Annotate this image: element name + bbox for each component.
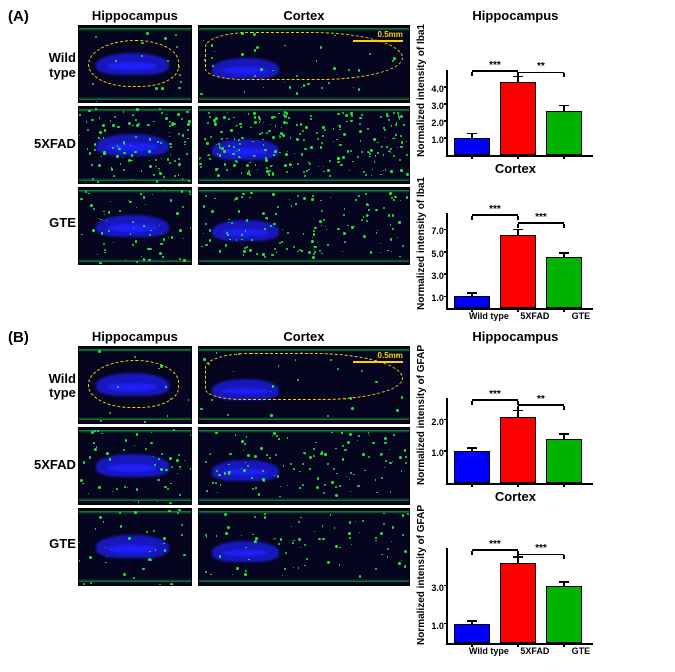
significance-label: ** <box>537 394 545 405</box>
panel-label: (A) <box>8 8 34 25</box>
bar <box>546 586 582 643</box>
significance-label: ** <box>537 61 545 72</box>
micrograph <box>78 508 192 586</box>
roi-outline <box>88 360 180 408</box>
micrograph <box>198 508 410 586</box>
bar <box>500 563 536 643</box>
micrograph <box>198 427 410 505</box>
xtick-label: GTE <box>558 311 604 321</box>
xtick-label: 5XFAD <box>512 646 558 656</box>
chart-plot-area: ***** <box>446 70 593 157</box>
xtick-label: Wild type <box>466 646 512 656</box>
bar <box>546 439 582 483</box>
chart-ylabel: Normalized intensity of Iba1 <box>416 177 427 310</box>
scalebar: 0.5mm <box>353 30 403 42</box>
chart-title: Hippocampus <box>472 8 558 23</box>
row-label: 5XFAD <box>34 426 76 505</box>
bar <box>454 138 490 155</box>
significance-label: *** <box>535 212 547 223</box>
micrograph: 0.5mm <box>198 25 410 103</box>
xtick-label: Wild type <box>466 311 512 321</box>
row-label: GTE <box>34 505 76 584</box>
significance-label: *** <box>489 204 501 215</box>
ytick-label: 5.0 <box>431 249 444 259</box>
bar <box>500 235 536 308</box>
chart-title: Hippocampus <box>472 329 558 344</box>
roi-outline <box>88 40 180 88</box>
scalebar-text: 0.5mm <box>378 351 403 360</box>
chart-ylabel: Normalized intensity of GFAP <box>416 345 427 485</box>
bar <box>454 296 490 307</box>
chart-plot-area: ***** <box>446 398 593 485</box>
column-header: Cortex <box>198 8 410 23</box>
ytick-label: 1.0 <box>431 293 444 303</box>
xtick-label: GTE <box>558 646 604 656</box>
significance-label: *** <box>489 60 501 71</box>
ytick-label: 2.0 <box>431 118 444 128</box>
bar-chart: Hippocampus Normalized intensity of GFAP 1… <box>416 329 615 485</box>
panel-label: (B) <box>8 329 34 346</box>
bar <box>500 82 536 155</box>
ytick-label: 3.0 <box>431 271 444 281</box>
bar <box>546 111 582 155</box>
figure-panel-A: (A)Wildtype5XFADGTEHippocampusCortex0.5m… <box>8 8 667 321</box>
chart-plot-area: ****** <box>446 548 593 645</box>
xtick-label: 5XFAD <box>512 311 558 321</box>
ytick-label: 3.0 <box>431 101 444 111</box>
bar-chart: Cortex Normalized intensity of GFAP 1.0 3.0… <box>416 489 615 656</box>
chart-ylabel: Normalized intensity of Iba1 <box>416 24 427 157</box>
row-label: Wildtype <box>34 26 76 105</box>
micrograph <box>78 25 192 103</box>
micrograph <box>78 346 192 424</box>
row-label: Wildtype <box>34 347 76 426</box>
ytick-label: 1.0 <box>431 448 444 458</box>
chart-plot-area: ****** <box>446 213 593 310</box>
ytick-label: 1.0 <box>431 135 444 145</box>
micrograph <box>78 427 192 505</box>
ytick-label: 2.0 <box>431 417 444 427</box>
ytick-label: 3.0 <box>431 583 444 593</box>
column-header: Hippocampus <box>78 329 192 344</box>
column-header: Cortex <box>198 329 410 344</box>
row-label: GTE <box>34 184 76 263</box>
chart-ylabel: Normalized intensity of GFAP <box>416 505 427 645</box>
figure-panel-B: (B)Wildtype5XFADGTEHippocampusCortex0.5m… <box>8 329 667 656</box>
significance-label: *** <box>535 543 547 554</box>
scalebar: 0.5mm <box>353 351 403 363</box>
ytick-label: 7.0 <box>431 226 444 236</box>
micrograph <box>198 106 410 184</box>
bar-chart: Hippocampus Normalized intensity of Iba1 1… <box>416 8 615 157</box>
bar <box>454 624 490 643</box>
bar <box>546 257 582 307</box>
bar <box>454 451 490 482</box>
ytick-label: 4.0 <box>431 84 444 94</box>
micrograph: 0.5mm <box>198 346 410 424</box>
scalebar-text: 0.5mm <box>378 30 403 39</box>
ytick-label: 1.0 <box>431 621 444 631</box>
significance-label: *** <box>489 539 501 550</box>
row-label: 5XFAD <box>34 105 76 184</box>
micrograph <box>198 187 410 265</box>
chart-title: Cortex <box>495 489 536 504</box>
chart-title: Cortex <box>495 161 536 176</box>
micrograph <box>78 106 192 184</box>
bar <box>500 417 536 483</box>
column-header: Hippocampus <box>78 8 192 23</box>
micrograph <box>78 187 192 265</box>
bar-chart: Cortex Normalized intensity of Iba1 1.0 3.0… <box>416 161 615 321</box>
significance-label: *** <box>489 389 501 400</box>
